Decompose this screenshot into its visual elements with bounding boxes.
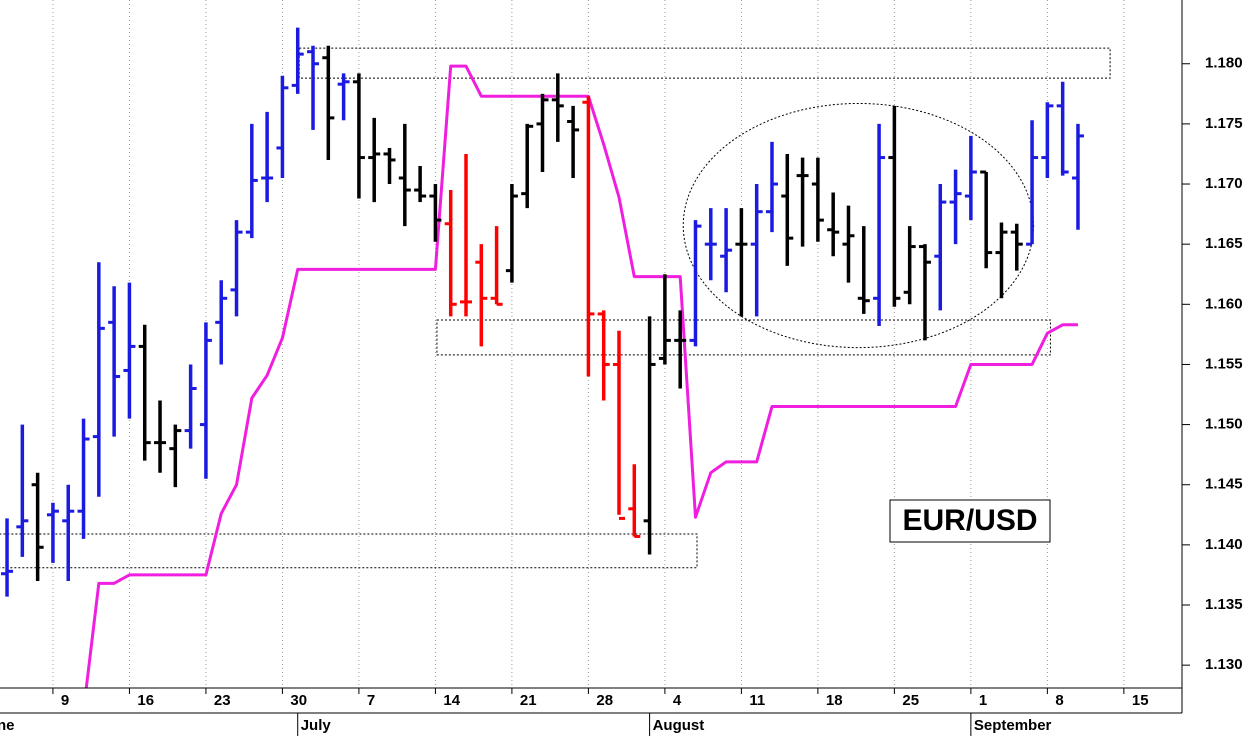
- annotation-text: EUR/USD: [902, 504, 1037, 537]
- y-tick-label: 1.135: [1205, 596, 1243, 613]
- plot-area: [0, 0, 1125, 688]
- x-tick-label: 11: [749, 692, 765, 709]
- month-label: September: [974, 717, 1052, 734]
- price-zone: [0, 533, 698, 569]
- stop-line: [84, 64, 1078, 688]
- y-tick-label: 1.160: [1205, 295, 1243, 312]
- y-tick-label: 1.180: [1205, 55, 1243, 72]
- y-tick-label: 1.165: [1205, 235, 1243, 252]
- y-tick-label: 1.150: [1205, 416, 1243, 433]
- y-tick-label: 1.170: [1205, 175, 1243, 192]
- month-label: July: [301, 717, 332, 734]
- x-tick-label: 23: [214, 692, 231, 709]
- x-tick-label: 30: [290, 692, 307, 709]
- y-tick-label: 1.175: [1205, 115, 1243, 132]
- price-zone: [298, 47, 1111, 79]
- x-tick-label: 8: [1055, 692, 1063, 709]
- x-tick-label: 14: [443, 692, 460, 709]
- y-tick-label: 1.130: [1205, 656, 1243, 673]
- x-tick-label: 25: [902, 692, 919, 709]
- month-label: June: [0, 717, 14, 734]
- annotation-box: [889, 499, 1051, 543]
- annotation: EUR/USD: [889, 499, 1051, 543]
- y-tick-label: 1.140: [1205, 536, 1243, 553]
- x-tick-label: 1: [979, 692, 987, 709]
- x-tick-label: 9: [61, 692, 69, 709]
- x-tick-label: 4: [673, 692, 682, 709]
- x-tick-label: 7: [367, 692, 375, 709]
- x-tick-label: 15: [1132, 692, 1149, 709]
- y-tick-label: 1.155: [1205, 355, 1243, 372]
- x-tick-label: 16: [137, 692, 154, 709]
- x-tick-label: 21: [520, 692, 537, 709]
- x-tick-label: 18: [826, 692, 843, 709]
- y-tick-label: 1.145: [1205, 476, 1243, 493]
- x-tick-label: 28: [596, 692, 613, 709]
- month-label: August: [653, 717, 705, 734]
